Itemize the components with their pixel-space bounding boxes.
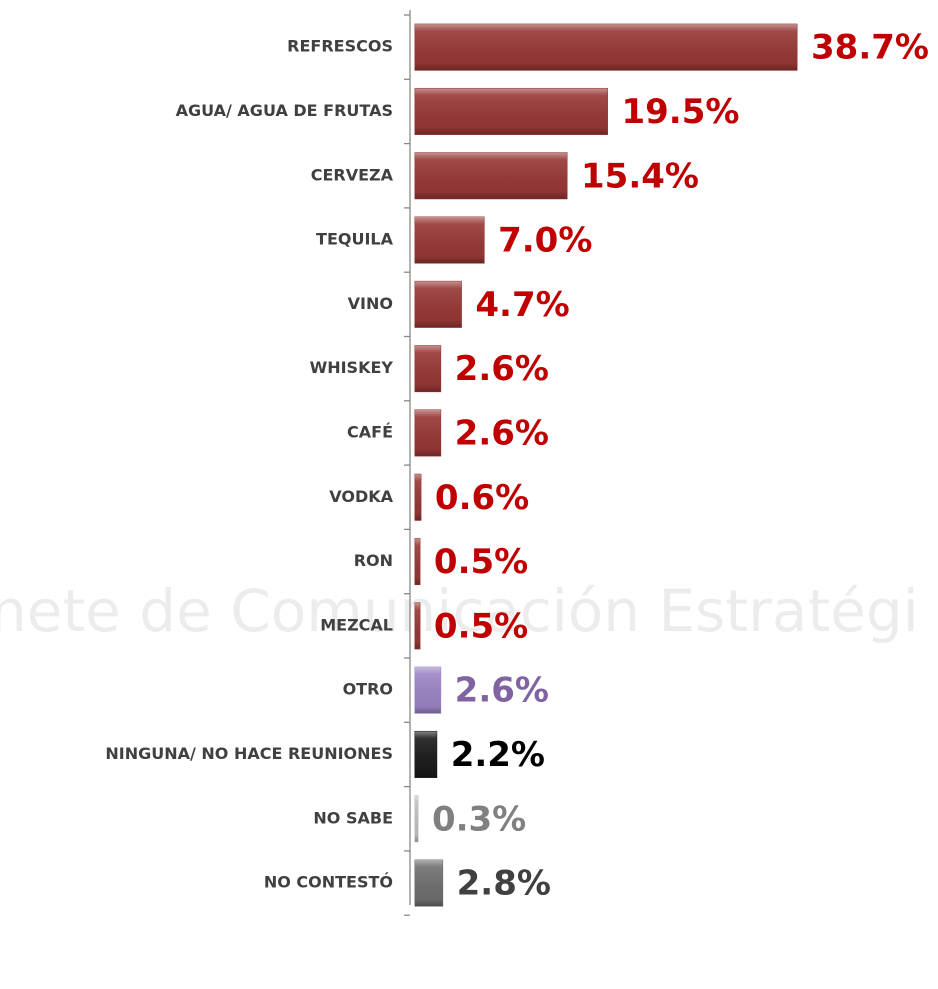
value-label: 2.6% — [455, 349, 549, 389]
category-label: CERVEZA — [311, 165, 394, 184]
bar-shine — [415, 88, 608, 135]
category-label: VINO — [348, 294, 393, 313]
value-label: 19.5% — [621, 92, 739, 132]
value-label: 4.7% — [475, 285, 569, 325]
bar-shine — [415, 602, 420, 649]
bar-shine — [415, 409, 441, 456]
value-label: 2.6% — [455, 671, 549, 711]
category-label: MEZCAL — [320, 615, 393, 634]
bar-shine — [415, 731, 437, 778]
value-label: 0.5% — [434, 542, 528, 582]
category-label: NO SABE — [313, 808, 393, 827]
category-label: TEQUILA — [316, 230, 394, 249]
bar-shine — [415, 152, 568, 199]
value-label: 2.6% — [455, 413, 549, 453]
bar-shine — [415, 345, 441, 392]
category-label: RON — [354, 551, 393, 570]
category-label: WHISKEY — [310, 358, 394, 377]
value-label: 7.0% — [498, 221, 592, 261]
watermark: nete de Comunicación Estratégi — [0, 577, 919, 645]
category-label: NINGUNA/ NO HACE REUNIONES — [105, 744, 393, 763]
bar-shine — [415, 24, 797, 71]
category-label: AGUA/ AGUA DE FRUTAS — [176, 101, 393, 120]
bar-shine — [415, 474, 421, 521]
category-label: VODKA — [329, 487, 393, 506]
value-label: 0.5% — [434, 606, 528, 646]
category-label: CAFÉ — [347, 422, 393, 441]
bar-shine — [415, 860, 443, 907]
bar-shine — [415, 667, 441, 714]
category-label: REFRESCOS — [287, 37, 393, 56]
category-label: NO CONTESTÓ — [264, 873, 393, 892]
category-label: OTRO — [343, 680, 393, 699]
value-label: 0.6% — [435, 478, 529, 518]
bar-shine — [415, 217, 485, 264]
value-label: 15.4% — [581, 156, 699, 196]
value-label: 2.8% — [457, 864, 551, 904]
value-label: 2.2% — [451, 735, 545, 775]
bar-shine — [415, 538, 420, 585]
bar-shine — [415, 281, 462, 328]
value-label: 38.7% — [811, 28, 929, 68]
value-label: 0.3% — [432, 799, 526, 839]
bar-shine — [415, 795, 418, 842]
